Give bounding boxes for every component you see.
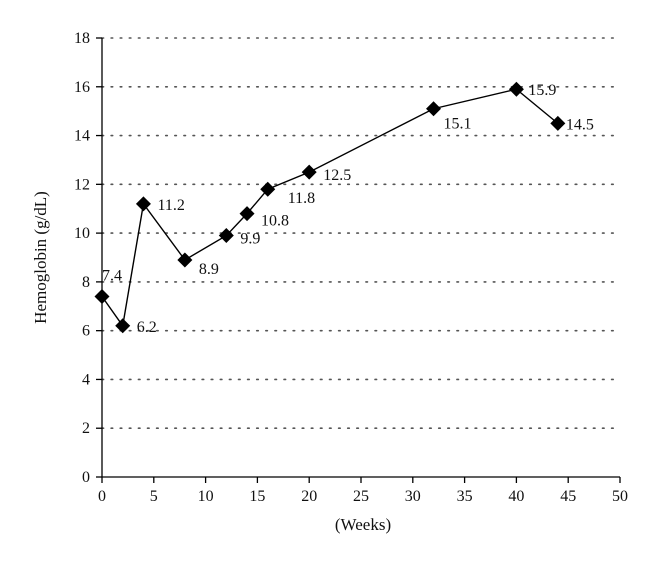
y-tick-label: 0 [82, 469, 90, 486]
axes [96, 37, 621, 483]
x-tick-label: 10 [198, 488, 214, 505]
data-label: 11.8 [288, 190, 315, 207]
y-tick-label: 4 [82, 371, 90, 388]
y-axis-title: Hemoglobin (g/dL) [31, 191, 50, 324]
data-markers [94, 81, 566, 334]
data-label: 15.9 [528, 82, 556, 99]
data-label: 7.4 [102, 268, 122, 285]
x-tick-label: 45 [560, 488, 576, 505]
y-tick-label: 6 [82, 323, 90, 340]
data-label: 9.9 [240, 231, 260, 248]
data-point-diamond [508, 81, 524, 97]
y-tick-label: 2 [82, 420, 90, 437]
x-tick-label: 5 [150, 488, 158, 505]
data-point-diamond [218, 228, 234, 244]
data-label: 14.5 [566, 116, 594, 133]
y-tick-label: 14 [74, 128, 90, 145]
tick-labels: 0 2 4 6 8 10 12 14 16 18 0 5 10 15 20 25 30 35 40 45 50 [74, 30, 628, 505]
x-tick-label: 40 [508, 488, 524, 505]
data-point-diamond [239, 206, 255, 222]
data-point-diamond [550, 115, 566, 131]
x-tick-label: 0 [98, 488, 106, 505]
y-tick-label: 10 [74, 225, 90, 242]
data-point-diamond [115, 318, 131, 334]
data-label: 12.5 [323, 167, 351, 184]
data-label: 6.2 [137, 319, 157, 336]
y-tick-label: 8 [82, 274, 90, 291]
y-tick-label: 12 [74, 176, 90, 193]
data-labels: 7.4 6.2 11.2 8.9 9.910.8 11.8 12.5 15.1 15.9 14.5 [102, 82, 594, 336]
x-tick-label: 50 [612, 488, 628, 505]
data-point-diamond [301, 164, 317, 180]
x-tick-label: 15 [249, 488, 265, 505]
data-label: 10.8 [261, 213, 289, 230]
data-point-diamond [177, 252, 193, 268]
data-point-diamond [94, 289, 110, 305]
x-tick-label: 20 [301, 488, 317, 505]
x-tick-label: 35 [457, 488, 473, 505]
data-label: 11.2 [157, 197, 184, 214]
data-point-diamond [135, 196, 151, 212]
x-tick-label: 30 [405, 488, 421, 505]
y-tick-label: 16 [74, 79, 90, 96]
data-point-diamond [426, 101, 442, 117]
data-point-diamond [260, 181, 276, 197]
data-label: 8.9 [199, 261, 219, 278]
data-label: 15.1 [444, 116, 472, 133]
y-tick-label: 18 [74, 30, 90, 47]
x-tick-label: 25 [353, 488, 369, 505]
x-axis-title: (Weeks) [335, 515, 391, 534]
